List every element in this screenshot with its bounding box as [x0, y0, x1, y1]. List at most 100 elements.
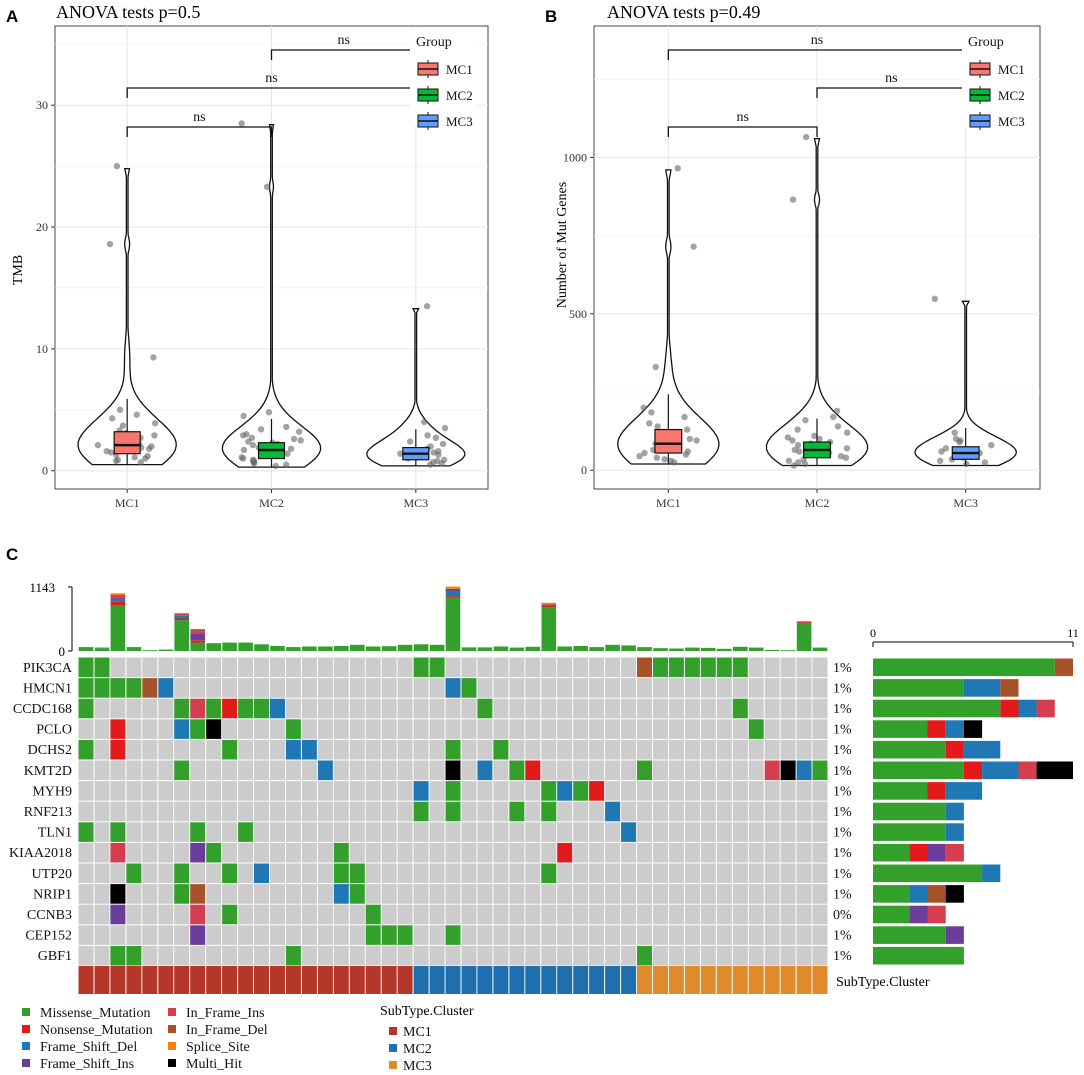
oncoplot-cell-mutated	[413, 801, 429, 822]
oncoplot-cell	[317, 822, 333, 842]
oncoplot-cell	[206, 925, 222, 945]
oncoplot-cell	[270, 801, 285, 822]
gene-bar-segment	[909, 905, 928, 924]
oncoplot-cell	[684, 925, 700, 945]
oncoplot-cell	[796, 904, 812, 925]
subtype-cell-mc3	[748, 966, 764, 994]
oncoplot-cell-mutated	[700, 657, 716, 678]
oncoplot-cell	[668, 925, 684, 945]
oncoplot-cell	[222, 925, 238, 945]
box-mc1	[113, 431, 141, 455]
oncoplot-cell	[668, 945, 684, 966]
oncoplot-cell	[381, 801, 397, 822]
panel-c-tmb-bars	[78, 586, 828, 651]
data-point	[681, 413, 688, 421]
legend-label-in-frame-ins: In_Frame_Ins	[186, 1006, 265, 1021]
subtype-cell-mc3	[637, 966, 652, 994]
oncoplot-cell	[621, 801, 637, 822]
oncoplot-cell-mutated	[637, 760, 652, 781]
oncoplot-cell-mutated	[174, 760, 190, 781]
data-point	[239, 432, 247, 439]
oncoplot-cell	[78, 842, 94, 863]
gene-percentage: 1%	[833, 681, 852, 696]
oncoplot-cell	[397, 657, 413, 678]
oncoplot-cell-mutated	[126, 863, 142, 884]
oncoplot-cell	[333, 678, 349, 698]
oncoplot-cell	[222, 842, 238, 863]
oncoplot-cell	[653, 945, 668, 966]
oncoplot-cell-mutated	[445, 781, 461, 801]
oncoplot-cell	[573, 884, 589, 904]
oncoplot-cell	[637, 904, 652, 925]
oncoplot-cell	[637, 863, 652, 884]
oncoplot-cell	[413, 739, 429, 760]
oncoplot-cell	[270, 863, 285, 884]
oncoplot-cell	[716, 884, 732, 904]
data-point	[131, 454, 138, 461]
oncoplot-cell	[349, 904, 365, 925]
oncoplot-cell	[700, 698, 716, 719]
gene-bar-segment	[873, 905, 910, 924]
oncoplot-cell	[541, 884, 557, 904]
oncoplot-cell	[812, 678, 828, 698]
oncoplot-cell	[812, 945, 828, 966]
gene-bar-segment	[1000, 679, 1019, 697]
oncoplot-cell	[525, 657, 541, 678]
oncoplot-cell	[605, 822, 621, 842]
oncoplot-cell-mutated	[445, 678, 461, 698]
gene-bar-segment	[927, 782, 946, 800]
oncoplot-cell	[110, 781, 126, 801]
y-tick-label: 30	[36, 98, 48, 112]
oncoplot-cell	[461, 884, 477, 904]
oncoplot-cell	[509, 925, 525, 945]
gene-bar-segment	[1018, 699, 1037, 718]
oncoplot-cell	[365, 657, 381, 678]
oncoplot-cell-mutated	[126, 945, 142, 966]
gene-label-tln1: TLN1	[38, 826, 72, 841]
panel-a-ylabel: TMB	[11, 255, 26, 285]
oncoplot-cell-mutated	[541, 801, 557, 822]
oncoplot-cell	[317, 698, 333, 719]
oncoplot-cell	[621, 842, 637, 863]
oncoplot-cell-mutated	[397, 925, 413, 945]
oncoplot-cell	[477, 945, 493, 966]
oncoplot-cell	[796, 657, 812, 678]
oncoplot-cell	[413, 719, 429, 739]
oncoplot-cell-mutated	[764, 760, 780, 781]
oncoplot-cell	[541, 760, 557, 781]
oncoplot-cell	[764, 781, 780, 801]
oncoplot-cell	[621, 945, 637, 966]
oncoplot-cell	[605, 842, 621, 863]
oncoplot-cell	[254, 719, 269, 739]
data-point	[435, 451, 442, 459]
oncoplot-cell-mutated	[653, 657, 668, 678]
data-point	[794, 426, 801, 433]
oncoplot-cell	[126, 739, 142, 760]
data-point	[423, 303, 431, 310]
oncoplot-cell	[429, 698, 445, 719]
oncoplot-cell	[381, 822, 397, 842]
oncoplot-cell	[254, 760, 269, 781]
gene-percentage: 1%	[833, 764, 852, 779]
gene-bar-segment	[1036, 699, 1055, 718]
oncoplot-cell	[317, 863, 333, 884]
data-point	[981, 459, 989, 466]
panel-a-violins	[77, 124, 466, 468]
oncoplot-cell	[684, 842, 700, 863]
oncoplot-cell	[653, 698, 668, 719]
oncoplot-cell	[557, 904, 573, 925]
subtype-cell-mc2	[509, 966, 525, 994]
oncoplot-cell	[206, 884, 222, 904]
oncoplot-cell	[174, 739, 190, 760]
oncoplot-cell	[78, 760, 94, 781]
oncoplot-cell	[684, 698, 700, 719]
oncoplot-cell	[397, 884, 413, 904]
gene-bar-segment	[982, 864, 1001, 883]
violin-mc1	[77, 167, 177, 466]
gene-label-cep152: CEP152	[25, 929, 72, 944]
comparison-label: ns	[337, 33, 349, 48]
oncoplot-cell	[254, 925, 269, 945]
oncoplot-cell	[222, 822, 238, 842]
data-point	[641, 449, 648, 457]
oncoplot-cell	[812, 925, 828, 945]
